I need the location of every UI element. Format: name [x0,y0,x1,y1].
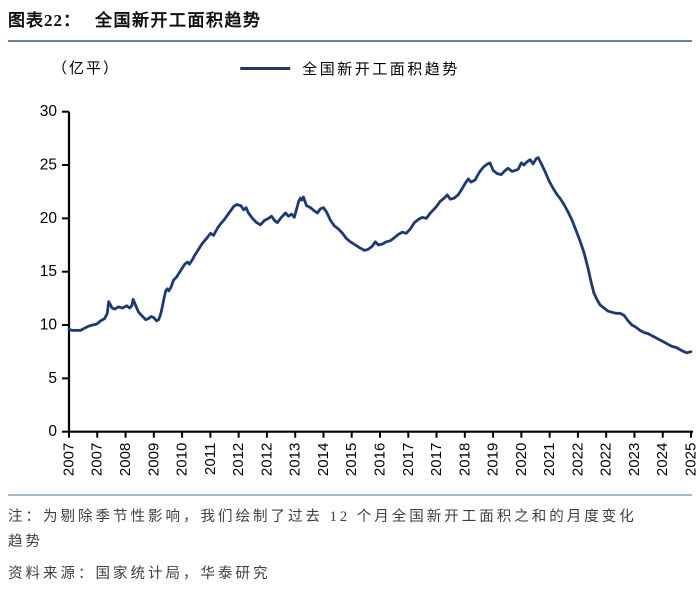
note-line-1: 注：为剔除季节性影响，我们绘制了过去 12 个月全国新开工面积之和的月度变化 [8,509,637,525]
chart-title-text: 全国新开工面积趋势 [95,11,262,30]
y-tick-label: 10 [40,317,58,334]
x-tick-label: 2017 [428,443,445,476]
x-tick-label: 2012 [258,443,275,476]
x-tick-label: 2007 [89,443,106,476]
x-tick-label: 2022 [569,443,586,476]
x-tick-label: 2009 [145,443,162,476]
y-tick-label: 5 [48,370,57,387]
x-tick-label: 2020 [513,443,530,476]
chart-subheader: （亿平） 全国新开工面积趋势 [0,56,700,80]
x-tick-label: 2010 [174,443,191,476]
y-tick-label: 0 [48,423,57,440]
y-axis-unit-label: （亿平） [52,61,121,77]
chart-header: 图表22： 全国新开工面积趋势 [8,6,692,42]
legend-series-label: 全国新开工面积趋势 [302,62,460,78]
chart-legend: 全国新开工面积趋势 [240,58,460,79]
y-tick-label: 25 [40,157,57,174]
x-tick-label: 2013 [287,443,304,476]
x-tick-label: 2018 [456,443,473,476]
y-tick-label: 20 [40,210,58,227]
x-tick-label: 2019 [485,443,502,476]
chart-number-label: 图表22： [8,11,81,30]
x-tick-label: 2016 [372,443,389,476]
x-tick-label: 2024 [654,443,671,476]
x-tick-label: 2015 [343,443,360,476]
x-tick-label: 2012 [230,443,247,476]
x-tick-label: 2014 [315,443,332,476]
x-tick-label: 2008 [117,443,134,476]
x-tick-label: 2021 [541,443,558,476]
x-tick-label: 2022 [598,443,615,476]
source-line: 资料来源：国家统计局，华泰研究 [8,565,271,582]
page-title: 图表22： 全国新开工面积趋势 [8,11,262,30]
note-line-2: 趋势 [8,534,43,551]
trend-line [67,156,693,355]
x-tick-label: 2023 [626,443,643,476]
chart-footnotes: 注：为剔除季节性影响，我们绘制了过去 12 个月全国新开工面积之和的月度变化 趋… [8,494,692,587]
x-tick-label: 2007 [61,443,78,476]
x-tick-label: 2011 [202,443,219,475]
x-tick-label: 2025 [683,443,700,476]
y-tick-label: 30 [40,103,58,120]
x-tick-label: 2017 [400,443,417,476]
y-tick-label: 15 [40,263,57,280]
legend-line-swatch [240,67,291,70]
